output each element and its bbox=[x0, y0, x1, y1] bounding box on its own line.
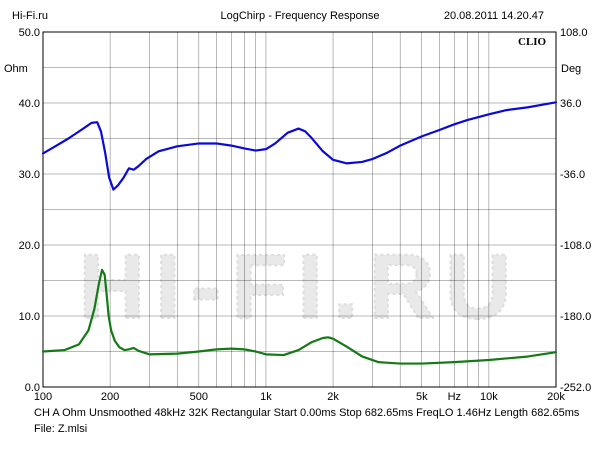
y-left-tick-label: 40.0 bbox=[19, 98, 40, 110]
watermark: HI-FI.RU bbox=[79, 236, 522, 338]
y-left-tick-label: 10.0 bbox=[19, 311, 40, 323]
clio-brand-label: CLIO bbox=[518, 36, 547, 48]
impedance-magnitude-line bbox=[41, 101, 558, 191]
y-left-tick-label: 20.0 bbox=[19, 240, 40, 252]
y-right-tick-labels: -252.0 -180.0 -108.0 -36.0 36.0 108.0 bbox=[560, 27, 591, 394]
y-right-tick-label: 36.0 bbox=[560, 98, 581, 110]
x-tick-label: 10k bbox=[480, 391, 498, 403]
y-right-tick-label: -252.0 bbox=[560, 382, 591, 394]
x-tick-label: Hz bbox=[448, 391, 461, 403]
footer-settings: CH A Ohm Unsmoothed 48kHz 32K Rectangula… bbox=[34, 407, 580, 419]
y-right-tick-label: -180.0 bbox=[560, 311, 591, 323]
y-left-tick-label: 50.0 bbox=[19, 27, 40, 39]
y-right-tick-label: -36.0 bbox=[560, 169, 585, 181]
series-layer bbox=[41, 101, 558, 365]
header-timestamp: 20.08.2011 14.20.47 bbox=[443, 10, 544, 22]
x-tick-labels: 100 200 500 1k 2k 5k Hz 10k 20k bbox=[34, 391, 566, 403]
x-tick-label: 20k bbox=[547, 391, 565, 403]
y-left-tick-label: 30.0 bbox=[19, 169, 40, 181]
x-tick-label: 500 bbox=[190, 391, 208, 403]
x-tick-label: 200 bbox=[101, 391, 119, 403]
footer-file: File: Z.mlsi bbox=[34, 423, 88, 435]
x-tick-label: 2k bbox=[327, 391, 339, 403]
x-tick-label: 1k bbox=[260, 391, 272, 403]
x-tick-label: 5k bbox=[416, 391, 428, 403]
y-right-tick-label: 108.0 bbox=[560, 27, 588, 39]
x-tick-label: 100 bbox=[34, 391, 52, 403]
y-right-tick-label: -108.0 bbox=[560, 240, 591, 252]
y-right-axis-unit: Deg bbox=[561, 63, 581, 75]
phase-line bbox=[41, 268, 558, 365]
header-left: Hi-Fi.ru bbox=[12, 10, 49, 22]
y-left-tick-labels: 0.0 10.0 20.0 30.0 40.0 50.0 bbox=[19, 27, 40, 394]
y-left-axis-unit: Ohm bbox=[4, 63, 28, 75]
chart-title: LogChirp - Frequency Response bbox=[220, 10, 380, 22]
plot-frame bbox=[42, 31, 557, 388]
y-left-tick-label: 0.0 bbox=[25, 382, 40, 394]
grid-lines bbox=[43, 32, 556, 387]
